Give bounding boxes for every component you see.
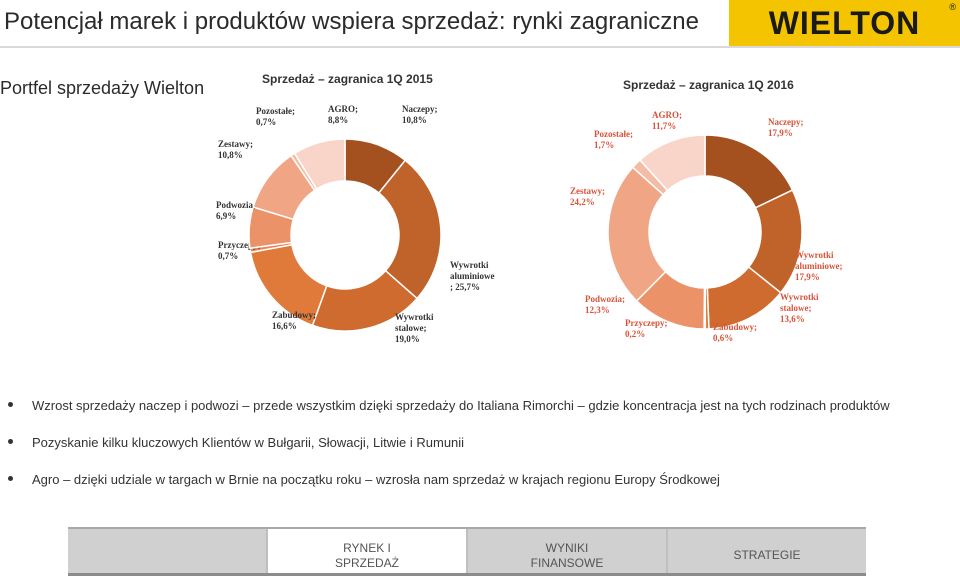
registered-mark: ®: [949, 2, 956, 12]
slice-label: Zestawy; 10,8%: [218, 139, 253, 160]
slice-label: Przyczepy; 0,2%: [625, 318, 667, 339]
chart-title-2015: Sprzedaż – zagranica 1Q 2015: [262, 72, 433, 86]
wielton-logo: WIELTON ®: [729, 0, 960, 46]
nav-item-strategie[interactable]: STRATEGIE: [733, 548, 801, 562]
nav-divider: [666, 529, 668, 573]
nav-divider: [466, 529, 468, 573]
title-divider: [0, 46, 960, 48]
logo-text: WIELTON: [768, 4, 921, 41]
slice-label: Pozostałe; 0,7%: [256, 106, 295, 127]
slice-label: Naczepy; 10,8%: [402, 104, 438, 125]
slice-label: Podwozia; 12,3%: [585, 294, 625, 315]
nav-item-rynek-sprzedaz[interactable]: RYNEK I SPRZEDAŻ: [268, 529, 466, 573]
nav-divider: [266, 529, 268, 573]
slice-label: Zabudowy; 0,6%: [713, 322, 757, 343]
bullet-icon: [8, 402, 13, 407]
slice-label: Pozostałe; 1,7%: [594, 129, 633, 150]
slice-label: AGRO; 11,7%: [652, 110, 682, 131]
slice-label: Zabudowy; 16,6%: [272, 310, 316, 331]
section-subtitle: Portfel sprzedaży Wielton: [0, 78, 205, 98]
slice-label: Zestawy; 24,2%: [570, 186, 605, 207]
donut-slice-2016: [638, 134, 706, 192]
slice-label: Przyczepy; 0,7%: [218, 240, 260, 261]
donut-slice-2015: [293, 138, 346, 191]
slice-label: Wywrotki stalowe; 13,6%: [780, 292, 819, 324]
bullet-icon: [8, 476, 13, 481]
slice-label: Wywrotki aluminiowe; 17,9%: [795, 250, 843, 282]
nav-item-blank[interactable]: [68, 529, 266, 573]
bullet-icon: [8, 439, 13, 444]
donut-charts: Naczepy; 10,8% Wywrotki aluminiowe; 25,7% Wy…: [216, 104, 843, 344]
slice-label: Wywrotki aluminiowe; 25,7%: [450, 260, 495, 292]
slice-label: Wywrotki stalowe; 19,0%: [395, 312, 434, 344]
bottom-nav: RYNEK I SPRZEDAŻ WYNIKI FINANSOWE STRATEGI…: [68, 527, 866, 576]
page-title: Potencjał marek i produktów wspiera sprz…: [4, 8, 699, 35]
slice-label: Podwozia; 6,9%: [216, 200, 256, 221]
chart-title-2016: Sprzedaż – zagranica 1Q 2016: [623, 78, 794, 92]
slice-label: Naczepy; 17,9%: [768, 117, 804, 138]
nav-item-wyniki-finansowe[interactable]: WYNIKI FINANSOWE: [530, 540, 604, 570]
slice-label: AGRO; 8,8%: [328, 104, 358, 125]
